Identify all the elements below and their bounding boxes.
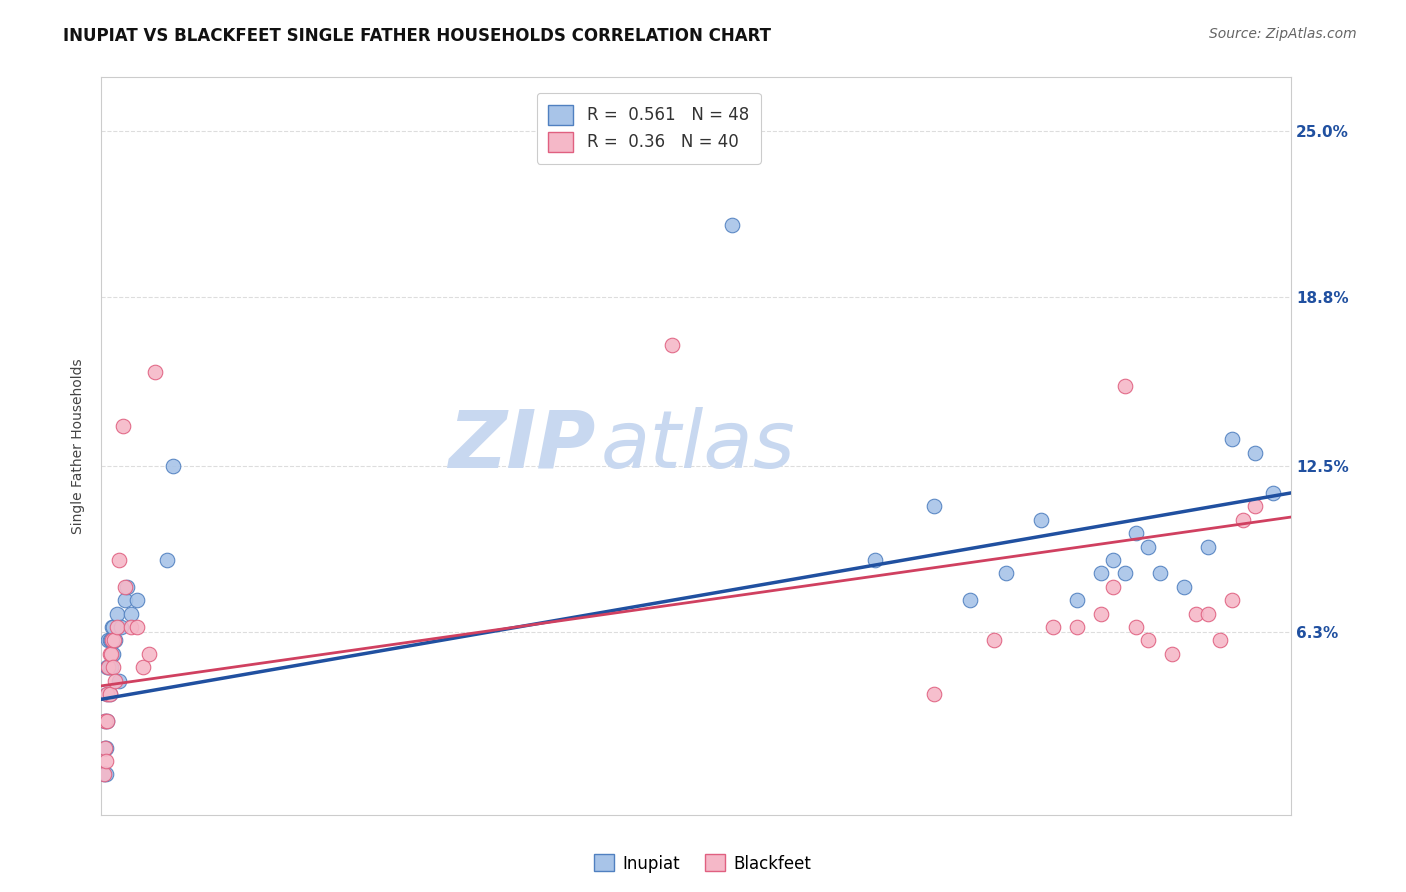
Point xyxy=(922,687,945,701)
Point xyxy=(132,660,155,674)
Point xyxy=(111,418,134,433)
Point xyxy=(94,767,117,781)
Point xyxy=(1031,513,1053,527)
Point xyxy=(138,647,160,661)
Text: atlas: atlas xyxy=(600,407,796,485)
Point xyxy=(98,660,121,674)
Point xyxy=(994,566,1017,581)
Point xyxy=(98,647,121,661)
Point xyxy=(94,740,117,755)
Point xyxy=(96,660,118,674)
Point xyxy=(1090,566,1112,581)
Point xyxy=(661,338,683,352)
Point xyxy=(101,620,124,634)
Point xyxy=(101,660,124,674)
Point xyxy=(1185,607,1208,621)
Point xyxy=(103,633,125,648)
Y-axis label: Single Father Households: Single Father Households xyxy=(72,359,86,533)
Point xyxy=(105,607,128,621)
Point xyxy=(101,633,124,648)
Point xyxy=(1125,526,1147,541)
Point xyxy=(1042,620,1064,634)
Point xyxy=(97,660,120,674)
Point xyxy=(1090,607,1112,621)
Legend: R =  0.561   N = 48, R =  0.36   N = 40: R = 0.561 N = 48, R = 0.36 N = 40 xyxy=(537,93,761,164)
Point xyxy=(922,500,945,514)
Point xyxy=(1220,593,1243,607)
Point xyxy=(120,607,142,621)
Point xyxy=(1232,513,1254,527)
Point xyxy=(120,620,142,634)
Point xyxy=(97,660,120,674)
Point xyxy=(100,633,122,648)
Point xyxy=(94,740,117,755)
Point xyxy=(96,714,118,728)
Point xyxy=(959,593,981,607)
Point xyxy=(96,687,118,701)
Point xyxy=(1101,553,1123,567)
Point xyxy=(1066,620,1088,634)
Point xyxy=(1220,432,1243,446)
Point xyxy=(1137,633,1160,648)
Point xyxy=(108,673,131,688)
Point xyxy=(97,633,120,648)
Point xyxy=(94,714,117,728)
Point xyxy=(1137,540,1160,554)
Point xyxy=(94,754,117,768)
Point xyxy=(98,633,121,648)
Point xyxy=(1114,566,1136,581)
Point xyxy=(100,660,122,674)
Point xyxy=(162,459,184,474)
Point xyxy=(94,714,117,728)
Point xyxy=(1066,593,1088,607)
Point xyxy=(1125,620,1147,634)
Point xyxy=(94,740,117,755)
Point xyxy=(103,633,125,648)
Point xyxy=(1197,540,1219,554)
Point xyxy=(1173,580,1195,594)
Point xyxy=(105,620,128,634)
Point xyxy=(156,553,179,567)
Point xyxy=(1208,633,1230,648)
Point xyxy=(104,633,127,648)
Point xyxy=(863,553,886,567)
Point xyxy=(1161,647,1184,661)
Point xyxy=(96,687,118,701)
Point xyxy=(93,767,115,781)
Point xyxy=(101,647,124,661)
Point xyxy=(1101,580,1123,594)
Point xyxy=(98,687,121,701)
Point xyxy=(104,673,127,688)
Point xyxy=(1114,378,1136,392)
Text: INUPIAT VS BLACKFEET SINGLE FATHER HOUSEHOLDS CORRELATION CHART: INUPIAT VS BLACKFEET SINGLE FATHER HOUSE… xyxy=(63,27,772,45)
Text: Source: ZipAtlas.com: Source: ZipAtlas.com xyxy=(1209,27,1357,41)
Point xyxy=(100,647,122,661)
Point xyxy=(125,620,148,634)
Point xyxy=(93,767,115,781)
Point xyxy=(125,593,148,607)
Point xyxy=(114,593,136,607)
Point xyxy=(101,647,124,661)
Point xyxy=(1244,500,1267,514)
Point xyxy=(101,620,124,634)
Point xyxy=(96,714,118,728)
Point xyxy=(1149,566,1171,581)
Legend: Inupiat, Blackfeet: Inupiat, Blackfeet xyxy=(588,847,818,880)
Point xyxy=(983,633,1005,648)
Point xyxy=(110,620,132,634)
Point xyxy=(143,365,166,379)
Point xyxy=(1244,446,1267,460)
Point xyxy=(108,553,131,567)
Point xyxy=(721,218,744,232)
Point xyxy=(1263,486,1285,500)
Text: ZIP: ZIP xyxy=(447,407,595,485)
Point xyxy=(114,580,136,594)
Point xyxy=(1197,607,1219,621)
Point xyxy=(98,687,121,701)
Point xyxy=(117,580,139,594)
